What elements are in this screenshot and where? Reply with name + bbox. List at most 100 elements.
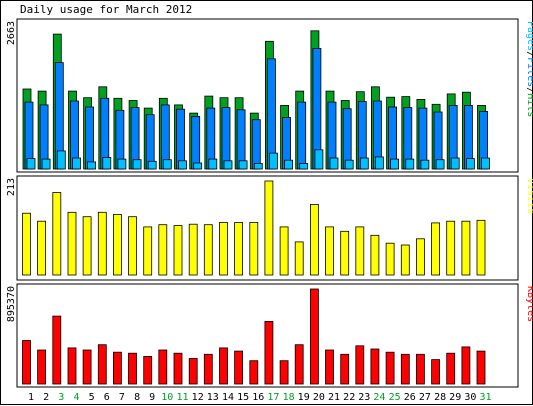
- day-label-13: 13: [207, 392, 219, 403]
- panel-bottom: 895370 KBytes: [6, 283, 533, 388]
- bar-kbytes-day-27: [415, 353, 425, 385]
- bar-pages-day-11: [178, 160, 187, 170]
- chart-panels: 2663Pages/Files/Hits213Visits895370KByte…: [6, 18, 533, 388]
- legend-item: Visits: [525, 178, 533, 214]
- day-label-23: 23: [358, 392, 370, 403]
- bar-kbytes-day-17: [264, 320, 274, 385]
- bar-visits-day-8: [128, 216, 137, 276]
- bar-files-day-5: [85, 106, 94, 170]
- bar-kbytes-day-31: [476, 350, 486, 385]
- day-label-5: 5: [89, 392, 95, 403]
- bar-pages-day-5: [87, 161, 96, 170]
- bar-pages-day-10: [162, 159, 172, 170]
- bar-visits-day-14: [219, 222, 228, 276]
- bar-visits-day-4: [67, 211, 77, 276]
- day-label-7: 7: [119, 392, 125, 403]
- day-label-22: 22: [343, 392, 355, 403]
- day-label-6: 6: [104, 392, 110, 403]
- bar-pages-day-6: [102, 157, 112, 170]
- bar-visits-day-25: [385, 242, 395, 276]
- bar-visits-day-23: [355, 226, 365, 276]
- day-label-15: 15: [237, 392, 249, 403]
- bar-visits-day-13: [203, 224, 213, 276]
- bar-visits-day-17: [264, 180, 274, 276]
- bar-kbytes-day-24: [370, 348, 380, 385]
- legend-item: KBytes: [525, 286, 533, 322]
- bar-kbytes-day-4: [67, 347, 77, 385]
- bar-kbytes-day-23: [355, 345, 365, 385]
- bar-pages-day-31: [481, 157, 490, 170]
- bar-pages-day-16: [253, 163, 263, 170]
- bar-kbytes-day-10: [158, 349, 168, 385]
- bar-pages-day-19: [299, 163, 309, 170]
- bar-pages-day-20: [314, 149, 324, 170]
- day-label-21: 21: [328, 392, 340, 403]
- bar-visits-day-21: [325, 226, 334, 276]
- bar-kbytes-day-3: [52, 315, 62, 385]
- bar-visits-day-5: [82, 216, 92, 276]
- bar-kbytes-day-15: [234, 350, 244, 385]
- bar-pages-day-27: [420, 159, 430, 170]
- day-label-26: 26: [404, 392, 416, 403]
- bar-visits-day-15: [234, 222, 244, 276]
- bar-files-day-16: [251, 119, 261, 170]
- bar-visits-day-26: [400, 244, 410, 276]
- bar-visits-day-19: [294, 241, 304, 276]
- bar-kbytes-day-5: [82, 349, 92, 385]
- bar-pages-day-26: [405, 158, 415, 170]
- bar-files-day-14: [221, 107, 231, 170]
- bar-visits-day-27: [415, 238, 425, 276]
- bar-visits-day-29: [446, 220, 456, 276]
- bar-kbytes-day-21: [325, 349, 334, 385]
- bar-files-day-12: [191, 116, 201, 170]
- legend-item: Hits: [525, 93, 533, 117]
- bar-kbytes-day-9: [143, 355, 153, 385]
- legend-bottom: KBytes: [525, 286, 533, 322]
- bar-pages-day-17: [268, 152, 278, 170]
- day-label-31: 31: [479, 392, 491, 403]
- bar-pages-day-13: [208, 158, 218, 170]
- bar-kbytes-day-6: [97, 344, 107, 385]
- day-label-24: 24: [373, 392, 385, 403]
- bar-kbytes-day-7: [113, 351, 122, 385]
- bar-visits-day-3: [52, 192, 62, 276]
- bar-kbytes-day-30: [461, 346, 471, 385]
- bar-visits-day-16: [249, 222, 259, 276]
- bar-visits-day-10: [158, 224, 168, 276]
- day-label-2: 2: [43, 392, 49, 403]
- bar-pages-day-29: [450, 157, 460, 170]
- bar-visits-day-11: [173, 225, 183, 276]
- bar-kbytes-day-1: [22, 340, 31, 385]
- bar-visits-day-31: [476, 219, 486, 276]
- bar-pages-day-15: [238, 160, 248, 170]
- day-label-12: 12: [192, 392, 204, 403]
- bar-kbytes-day-29: [446, 352, 456, 385]
- bar-pages-day-14: [223, 160, 233, 170]
- bar-pages-day-18: [284, 159, 294, 170]
- bar-pages-day-24: [374, 156, 384, 170]
- legend-item: /: [525, 87, 533, 93]
- bar-kbytes-day-28: [431, 359, 441, 385]
- bar-visits-day-18: [279, 226, 289, 276]
- bar-pages-day-25: [390, 158, 400, 170]
- day-label-17: 17: [267, 392, 279, 403]
- day-label-14: 14: [222, 392, 234, 403]
- day-label-16: 16: [252, 392, 264, 403]
- legend-middle: Visits: [525, 178, 533, 214]
- bar-kbytes-day-25: [385, 351, 395, 385]
- day-label-10: 10: [161, 392, 173, 403]
- bar-kbytes-day-18: [279, 360, 289, 385]
- bar-visits-day-1: [22, 212, 31, 276]
- bar-visits-day-24: [370, 234, 380, 276]
- bar-kbytes-day-26: [400, 353, 410, 385]
- day-label-4: 4: [73, 392, 79, 403]
- bar-files-day-17: [266, 58, 276, 170]
- day-label-9: 9: [149, 392, 155, 403]
- bar-files-day-9: [145, 114, 155, 170]
- bar-kbytes-day-22: [340, 353, 350, 385]
- bar-visits-day-20: [309, 203, 319, 276]
- y-max-label-bottom: 895370: [6, 286, 17, 322]
